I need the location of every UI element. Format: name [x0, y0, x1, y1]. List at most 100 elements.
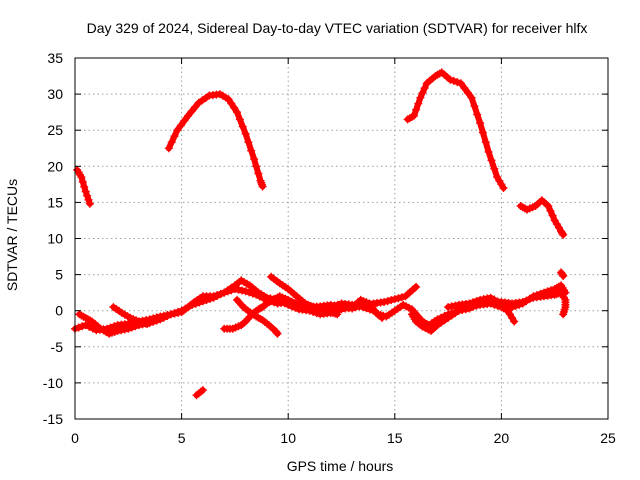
data-point [291, 299, 300, 308]
axes: 0 5 10 15 20 25 -15 -10 -5 0 5 10 15 20 25 30 35 [43, 50, 616, 446]
y-tick-label: 30 [47, 86, 63, 102]
data-point [80, 182, 89, 191]
data-point [235, 115, 244, 124]
data-point [470, 102, 479, 111]
data-point [499, 184, 508, 192]
series-arc-high-afternoon [403, 68, 508, 192]
data-point [469, 298, 477, 307]
data-point [209, 292, 218, 301]
series-low-band-4 [444, 281, 570, 312]
data-point [84, 195, 93, 204]
data-point [412, 282, 421, 291]
data-point [529, 292, 538, 301]
x-tick-label: 20 [494, 430, 510, 446]
data-point [544, 202, 553, 210]
data-point [287, 297, 296, 306]
data-point [380, 298, 389, 306]
data-point [486, 293, 495, 302]
data-point [546, 206, 555, 215]
data-point [81, 321, 90, 330]
series-arc-high-morning [164, 90, 267, 191]
data-point [184, 111, 192, 120]
data-point [240, 318, 249, 327]
data-point [543, 287, 552, 296]
data-point [159, 313, 168, 322]
data-point [420, 84, 429, 93]
x-axis-title: GPS time / hours [287, 458, 394, 474]
y-tick-label: 0 [55, 303, 63, 319]
data-point [511, 301, 520, 310]
series-arc-high-evening [516, 196, 568, 239]
data-point [224, 95, 233, 104]
y-tick-label: 25 [47, 122, 63, 138]
data-point [241, 129, 250, 138]
data-point [510, 317, 519, 326]
data-point [548, 211, 557, 220]
data-point [559, 272, 568, 280]
data-point [490, 164, 499, 173]
data-point [81, 187, 90, 196]
data-point [497, 299, 506, 308]
data-point [238, 122, 247, 131]
data-point [446, 75, 455, 84]
series-low-late-tick [557, 268, 568, 280]
data-point [198, 386, 207, 395]
data-point [78, 322, 87, 331]
data-point [85, 322, 94, 331]
data-point [244, 138, 253, 147]
data-point [418, 88, 427, 97]
data-point [456, 79, 465, 88]
data-point [504, 301, 513, 310]
series-track [193, 387, 206, 399]
y-axis-title: SDTVAR / TECUs [4, 179, 20, 291]
data-point [449, 76, 458, 85]
data-point [493, 297, 502, 306]
y-tick-label: 15 [47, 194, 63, 210]
data-point [330, 301, 339, 310]
data-point [216, 289, 225, 298]
data-point [473, 110, 482, 119]
data-point [515, 300, 524, 309]
data-point [252, 162, 261, 171]
data-point [124, 324, 133, 333]
series-low-band-7 [267, 272, 342, 319]
data-point [481, 138, 490, 147]
data-point [465, 299, 474, 308]
data-point [476, 295, 485, 304]
data-point [191, 103, 200, 112]
data-point [536, 289, 545, 298]
data-point [247, 146, 256, 155]
grid [75, 58, 608, 419]
data-point [362, 304, 371, 313]
x-tick-label: 10 [280, 430, 296, 446]
data-point [508, 303, 517, 312]
data-point [460, 84, 469, 93]
data-point [241, 287, 250, 296]
y-tick-label: 10 [47, 231, 63, 247]
y-tick-label: 20 [47, 158, 63, 174]
data-point [453, 78, 462, 87]
data-point [412, 105, 421, 114]
y-tick-label: -10 [43, 375, 63, 391]
data-point [532, 291, 541, 300]
x-tick-label: 15 [387, 430, 403, 446]
data-point [131, 322, 140, 331]
data-point [258, 182, 267, 191]
data-point [77, 173, 86, 182]
data-point [467, 93, 476, 102]
data-point [227, 99, 236, 108]
y-tick-label: 35 [47, 50, 63, 66]
data-point [149, 317, 158, 326]
data-point [333, 300, 342, 309]
data-point [351, 301, 360, 310]
data-point [447, 302, 456, 311]
data-point [170, 132, 179, 141]
data-point [472, 297, 481, 306]
data-point [284, 295, 293, 304]
data-point [484, 147, 493, 156]
data-point [127, 323, 136, 332]
data-point [464, 88, 472, 97]
data-point [414, 99, 423, 108]
